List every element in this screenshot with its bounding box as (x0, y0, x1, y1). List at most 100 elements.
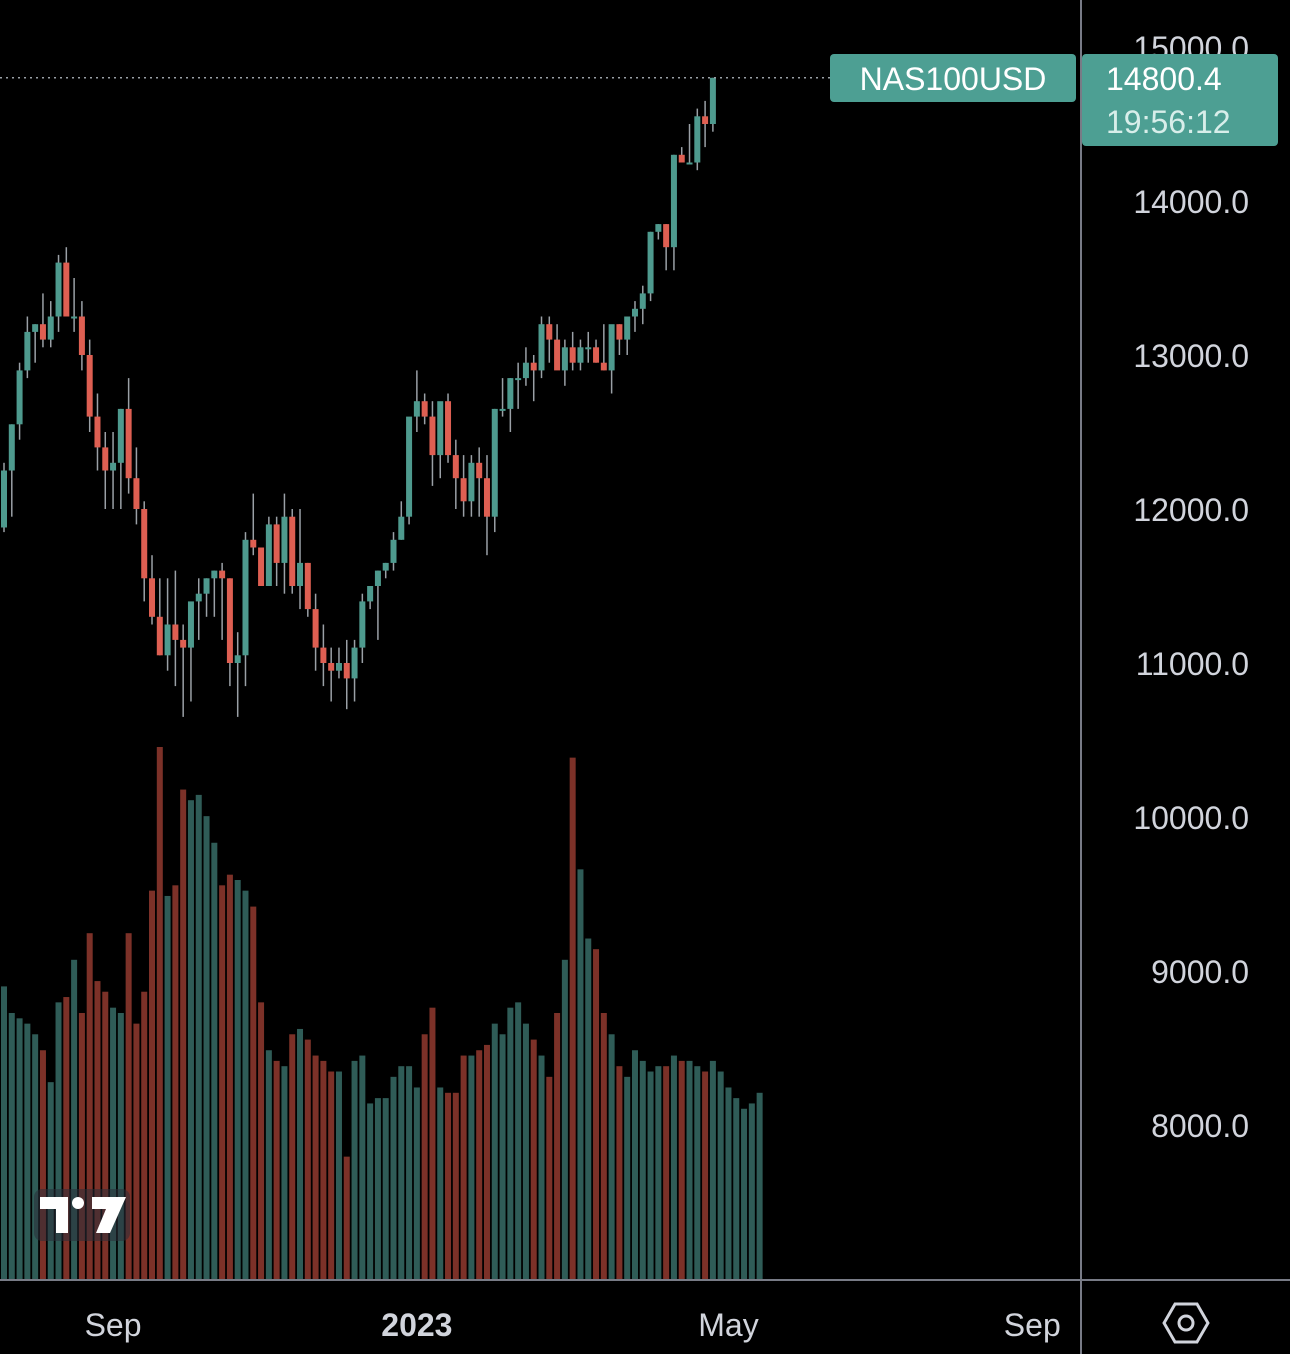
candle-body (273, 524, 280, 563)
candle-body (421, 401, 428, 417)
candle-body (686, 162, 693, 165)
volume-bar (741, 1108, 748, 1279)
candle-body (78, 316, 85, 355)
candle (110, 432, 117, 509)
candle-body (226, 578, 233, 663)
volume-bar (452, 1092, 459, 1279)
volume-bar (32, 1034, 39, 1279)
candle (367, 586, 374, 610)
volume-bar (156, 747, 163, 1279)
candle (507, 378, 514, 432)
volume-bar (460, 1055, 467, 1279)
candle-body (530, 362, 537, 371)
candle-body (569, 347, 576, 363)
volume-bar (748, 1103, 755, 1279)
candle-body (499, 408, 506, 411)
candle-body (670, 154, 677, 248)
volume-bar (522, 1023, 529, 1279)
volume-bar (678, 1060, 685, 1279)
volume-bar (16, 1018, 23, 1279)
candle (47, 301, 54, 348)
symbol-label-text: NAS100USD (860, 61, 1047, 97)
volume-bar (289, 1034, 296, 1279)
candle-body (133, 478, 140, 509)
volume-bar (351, 1060, 358, 1279)
price-tick-label: 13000.0 (1133, 338, 1249, 374)
volume-bar (203, 816, 210, 1279)
time-axis[interactable]: Sep 2023 May Sep (85, 1307, 1061, 1343)
candle-body (694, 116, 701, 163)
candle-body (382, 562, 389, 571)
volume-bar (655, 1066, 662, 1279)
candle-body (522, 362, 529, 379)
candle (647, 231, 654, 302)
volume-bar (756, 1092, 763, 1279)
candle (39, 293, 46, 348)
tradingview-logo-icon[interactable] (34, 1189, 130, 1241)
volume-bar (499, 1034, 506, 1279)
volume-bar (234, 880, 241, 1279)
candle-body (663, 224, 670, 248)
candle (86, 339, 93, 432)
volume-bar (8, 1013, 15, 1279)
candle (569, 331, 576, 371)
candle (702, 100, 709, 148)
volume-bar (686, 1060, 693, 1279)
candle-layer (1, 77, 716, 717)
volume-bar (717, 1071, 724, 1279)
candle (8, 424, 15, 517)
volume-bar (624, 1076, 631, 1279)
candle-body (328, 663, 335, 671)
volume-bar (320, 1060, 327, 1279)
volume-bar (78, 1013, 85, 1279)
candle (94, 393, 101, 471)
volume-bar (312, 1055, 319, 1279)
candle-body (258, 547, 265, 586)
price-tick-label: 14000.0 (1133, 184, 1249, 220)
symbol-label: NAS100USD (830, 54, 1076, 102)
candle (382, 562, 389, 579)
price-tick-label: 12000.0 (1133, 492, 1249, 528)
volume-bar (530, 1039, 537, 1279)
volume-bar (382, 1098, 389, 1279)
candle-body (156, 616, 163, 656)
candle (180, 624, 187, 717)
candle (55, 254, 62, 332)
candle (476, 447, 483, 517)
price-tick-label: 8000.0 (1151, 1108, 1249, 1144)
candle-body (639, 293, 646, 309)
candle (554, 324, 561, 371)
candle (250, 493, 257, 556)
candle (211, 570, 218, 617)
candle-body (117, 408, 124, 463)
time-tick-label: 2023 (381, 1307, 452, 1343)
candle-body (483, 478, 490, 517)
volume-bar (413, 1087, 420, 1279)
candle (437, 401, 444, 479)
candle (304, 562, 311, 617)
candle (32, 324, 39, 363)
volume-bar (1, 986, 7, 1279)
candle-body (437, 401, 444, 456)
candle (546, 316, 553, 363)
candle-body (1, 470, 7, 528)
volume-bar (639, 1060, 646, 1279)
candle (265, 516, 272, 586)
volume-bar (359, 1055, 366, 1279)
candle-body (343, 663, 350, 679)
volume-bar (421, 1034, 428, 1279)
candle-body (647, 231, 654, 294)
candle (312, 593, 319, 671)
candle (694, 108, 701, 171)
candle-body (219, 570, 226, 579)
candle (141, 501, 148, 602)
volume-bar (468, 1055, 475, 1279)
candle-body (125, 408, 132, 479)
candle-body (374, 570, 381, 586)
candle (1, 462, 7, 533)
settings-icon[interactable] (1159, 1294, 1214, 1351)
candle-body (110, 462, 117, 471)
candle (624, 316, 631, 355)
volume-bar (491, 1023, 498, 1279)
